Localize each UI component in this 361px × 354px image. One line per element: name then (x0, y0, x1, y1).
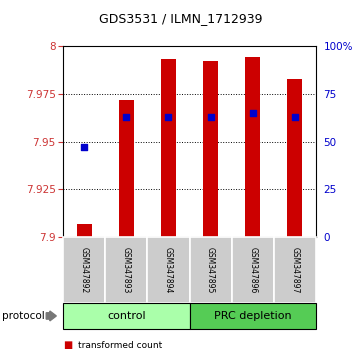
Text: GSM347897: GSM347897 (290, 247, 299, 293)
Point (166, 114, 171, 120)
Text: control: control (107, 311, 145, 321)
Point (292, 114, 298, 120)
Text: transformed count: transformed count (78, 341, 162, 350)
Point (123, 114, 129, 120)
Text: GSM347894: GSM347894 (164, 247, 173, 293)
Bar (245, 57, 260, 237)
Text: GSM347892: GSM347892 (80, 247, 89, 293)
Text: ■: ■ (63, 340, 73, 350)
Bar (203, 61, 218, 237)
Point (250, 110, 256, 116)
Text: GSM347896: GSM347896 (248, 247, 257, 293)
Point (208, 114, 213, 120)
Point (81, 144, 87, 150)
Bar (77, 224, 92, 237)
Bar (161, 59, 176, 237)
Text: protocol: protocol (2, 311, 44, 321)
Text: GSM347895: GSM347895 (206, 247, 215, 293)
Text: GDS3531 / ILMN_1712939: GDS3531 / ILMN_1712939 (99, 12, 262, 25)
Text: GSM347893: GSM347893 (122, 247, 131, 293)
Bar (287, 79, 302, 237)
Bar (119, 99, 134, 237)
Text: PRC depletion: PRC depletion (214, 311, 292, 321)
